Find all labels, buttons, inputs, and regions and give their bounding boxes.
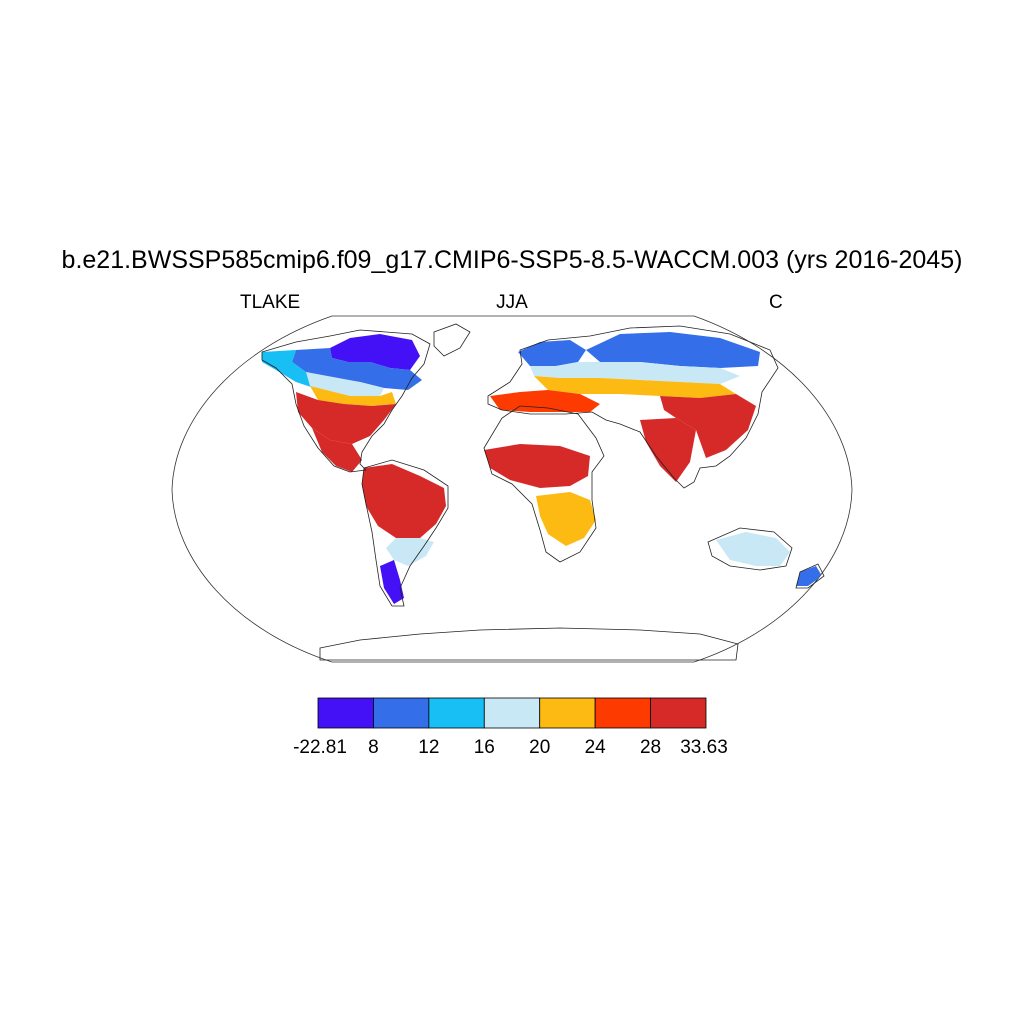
- colorbar-tick-label: 28: [639, 737, 662, 758]
- china: [660, 394, 756, 458]
- patagonia: [380, 560, 404, 604]
- colorbar-tick-label: -22.81: [293, 737, 347, 758]
- scandinavia: [518, 340, 586, 366]
- usa-east: [296, 392, 396, 444]
- colorbar-tick-label: 12: [418, 737, 440, 758]
- southern-africa: [536, 492, 596, 546]
- russia-south: [530, 362, 740, 384]
- colorbar-tick-label: 20: [529, 737, 551, 758]
- mediterranean: [490, 390, 600, 412]
- australia-east: [716, 532, 790, 566]
- colorbar-swatch: [539, 697, 596, 729]
- colorbar-swatch: [317, 697, 374, 729]
- variable-label: TLAKE: [240, 292, 301, 313]
- season-label: JJA: [496, 292, 528, 313]
- siberia: [586, 332, 760, 368]
- plot-title: b.e21.BWSSP585cmip6.f09_g17.CMIP6-SSP5-8…: [61, 246, 963, 274]
- coastlines: [261, 323, 825, 661]
- canada-mid: [292, 348, 422, 390]
- colorbar-tick-label: 33.63: [680, 737, 728, 758]
- colorbar-swatch: [428, 697, 485, 729]
- argentina: [386, 538, 434, 566]
- colorbar-tick-label: 24: [584, 737, 606, 758]
- colorbar-swatch: [483, 697, 541, 729]
- units-label: C: [769, 292, 783, 313]
- canada-north: [330, 334, 420, 370]
- colorbar-tick-label: 16: [473, 737, 495, 758]
- regions-layer: [262, 332, 822, 604]
- sahel: [484, 444, 590, 488]
- colorbar-swatch: [594, 697, 651, 729]
- colorbar: [317, 697, 707, 729]
- mexico: [312, 428, 362, 472]
- new-zealand: [796, 566, 822, 586]
- usa-north: [310, 386, 396, 406]
- colorbar-tick-label: 8: [368, 737, 379, 758]
- amazon: [362, 464, 446, 538]
- colorbar-swatch: [650, 697, 707, 729]
- colorbar-swatch: [373, 697, 430, 729]
- central-asia: [534, 376, 736, 398]
- india: [640, 418, 696, 482]
